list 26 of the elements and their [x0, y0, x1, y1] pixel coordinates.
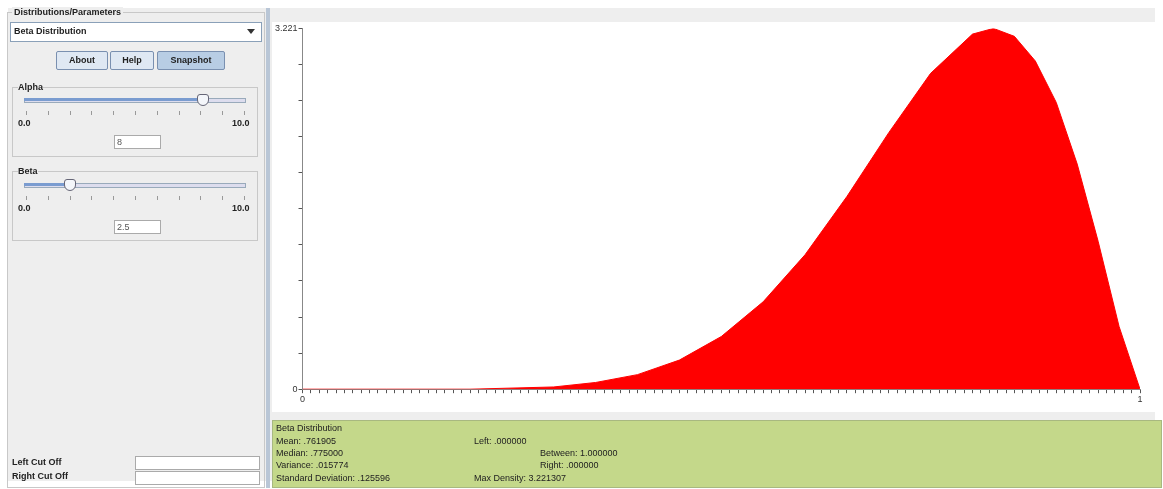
- x-tick-label: 1: [1137, 394, 1143, 405]
- text: Max Density: 3.221307: [474, 473, 567, 483]
- text: Left Cut Off: [12, 457, 62, 467]
- text: Beta Distribution: [14, 26, 87, 36]
- text: Median: .775000: [276, 448, 344, 458]
- text: Mean: .761905: [276, 436, 337, 446]
- text: About: [56, 51, 108, 70]
- text: Help: [110, 51, 154, 70]
- text: 10.0: [232, 203, 250, 213]
- text: Standard Deviation: .125596: [276, 473, 391, 483]
- text: 0.0: [18, 118, 31, 128]
- text: Beta: [18, 166, 38, 176]
- text: Between: 1.000000: [540, 448, 618, 458]
- text: 0.0: [18, 203, 31, 213]
- y-tick-label: 3.221: [274, 22, 298, 33]
- text: Beta Distribution: [276, 423, 343, 433]
- text: Variance: .015774: [276, 460, 349, 470]
- text: Right Cut Off: [12, 471, 68, 481]
- text: Left: .000000: [474, 436, 527, 446]
- text: Distributions/Parameters: [12, 7, 124, 17]
- text: 8: [114, 135, 161, 149]
- text: 10.0: [232, 118, 250, 128]
- text: Snapshot: [157, 51, 225, 70]
- text: 2.5: [114, 220, 161, 234]
- text: Alpha: [18, 82, 44, 92]
- text: Right: .000000: [540, 460, 599, 470]
